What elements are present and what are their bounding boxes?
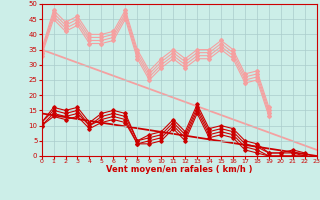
X-axis label: Vent moyen/en rafales ( km/h ): Vent moyen/en rafales ( km/h ): [106, 165, 252, 174]
